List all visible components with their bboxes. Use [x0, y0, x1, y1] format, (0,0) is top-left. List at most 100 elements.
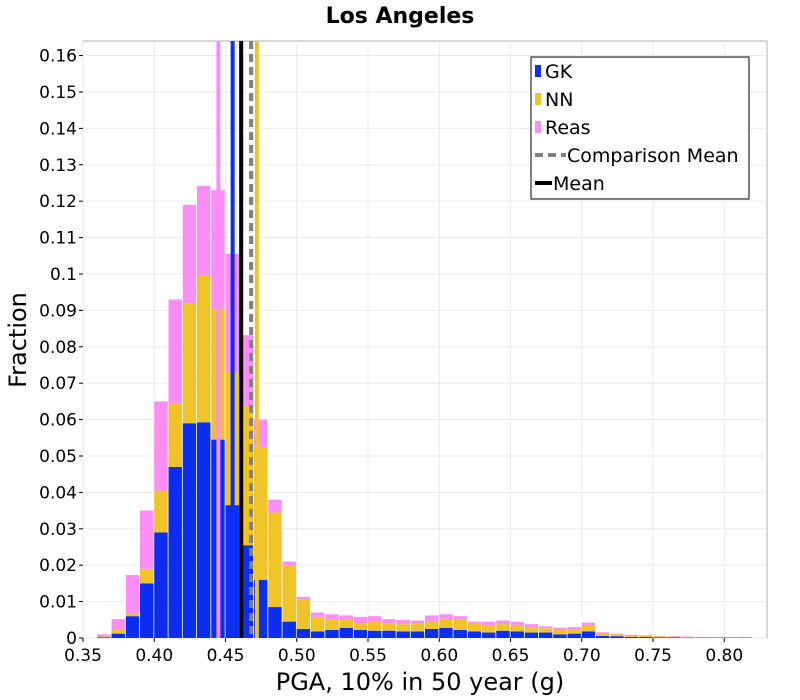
bar-reas: [296, 596, 311, 600]
bar-reas: [197, 185, 211, 276]
y-tick-label: 0.1: [50, 265, 77, 285]
bar-nn: [539, 628, 553, 633]
bar-reas: [524, 624, 539, 628]
bar-reas: [182, 204, 197, 304]
legend-label-nn: NN: [545, 89, 573, 111]
bar-gk: [140, 583, 154, 638]
bar-gk: [539, 632, 553, 638]
x-tick-label: 0.50: [278, 646, 316, 666]
y-tick-label: 0.09: [39, 301, 77, 321]
legend-label-comparison-mean: Comparison Mean: [567, 145, 739, 167]
bar-nn: [125, 613, 140, 617]
bar-reas: [610, 633, 624, 635]
y-tick-label: 0.01: [39, 593, 77, 613]
bar-gk: [624, 636, 638, 638]
bar-gk: [439, 627, 453, 638]
bar-reas: [268, 499, 282, 513]
y-tick-label: 0.11: [39, 229, 77, 249]
bar-reas: [638, 635, 653, 636]
legend-box: [530, 56, 750, 200]
bar-nn: [140, 568, 154, 584]
bar-nn: [396, 624, 410, 632]
bar-nn: [154, 490, 168, 533]
bar-reas: [339, 615, 353, 620]
x-tick-label: 0.35: [64, 646, 102, 666]
bar-nn: [524, 627, 539, 633]
bar-nn: [111, 629, 125, 634]
y-tick-label: 0.15: [39, 83, 77, 103]
bar-reas: [453, 616, 467, 620]
bar-nn: [510, 624, 524, 632]
y-axis-label: Fraction: [4, 292, 32, 388]
chart-title: Los Angeles: [326, 4, 475, 29]
y-tick-label: 0.14: [39, 119, 77, 139]
bar-nn: [282, 565, 296, 622]
bar-gk: [667, 637, 681, 638]
bar-gk: [581, 631, 596, 638]
bar-reas: [425, 615, 439, 621]
bar-nn: [581, 624, 596, 632]
bar-gk: [653, 637, 667, 638]
bar-nn: [653, 636, 667, 638]
y-tick-label: 0.08: [39, 338, 77, 358]
bar-nn: [453, 619, 467, 630]
bar-reas: [467, 621, 482, 624]
bar-nn: [311, 616, 325, 632]
bar-gk: [396, 631, 410, 638]
bar-nn: [496, 624, 510, 631]
bar-gk: [197, 422, 211, 638]
bar-gk: [182, 423, 197, 638]
bar-nn: [296, 599, 311, 629]
bar-gk: [453, 629, 467, 638]
bar-reas: [311, 612, 325, 617]
x-axis: 0.35 0.40 0.45 0.50 0.55 0.60 0.65 0.70 0.75 0.80: [64, 638, 743, 666]
bars: [97, 185, 752, 638]
bar-reas: [140, 510, 154, 569]
y-tick-label: 0.13: [39, 156, 77, 176]
bar-gk: [154, 532, 168, 638]
bar-gk: [410, 631, 425, 638]
y-tick-label: 0.04: [39, 483, 77, 503]
bar-gk: [168, 466, 182, 638]
bar-reas: [154, 401, 168, 491]
x-axis-label: PGA, 10% in 50 year (g): [276, 668, 565, 696]
y-tick-label: 0.02: [39, 556, 77, 576]
y-tick-label: 0.16: [39, 47, 77, 67]
bar-gk: [482, 632, 496, 638]
bar-nn: [168, 403, 182, 467]
bar-gk: [339, 627, 353, 638]
bar-gk: [638, 636, 653, 638]
bar-gk: [553, 634, 567, 638]
bar-gk: [325, 629, 339, 638]
bar-gk: [296, 628, 311, 638]
mean-lines: [216, 41, 259, 638]
y-tick-label: 0.12: [39, 192, 77, 212]
bar-nn: [368, 621, 382, 631]
bar-gk: [596, 635, 610, 638]
bar-nn: [339, 619, 353, 628]
bar-gk: [111, 633, 125, 638]
x-tick-label: 0.70: [563, 646, 601, 666]
legend-swatch-nn: [535, 93, 541, 105]
bar-gk: [268, 607, 282, 638]
bar-nn: [610, 634, 624, 637]
bar-nn: [596, 632, 610, 636]
bar-reas: [553, 627, 567, 630]
bar-nn: [353, 623, 368, 630]
bar-reas: [396, 619, 410, 625]
bar-reas: [111, 619, 125, 630]
x-tick-label: 0.60: [420, 646, 458, 666]
bar-nn: [482, 625, 496, 633]
bar-gk: [382, 630, 396, 638]
bar-gk: [467, 631, 482, 638]
y-tick-label: 0.05: [39, 447, 77, 467]
legend: GK NN Reas Comparison Mean Mean: [530, 56, 750, 200]
bar-reas: [539, 626, 553, 629]
bar-gk: [510, 631, 524, 638]
bar-reas: [353, 616, 368, 624]
bar-nn: [325, 619, 339, 630]
bar-gk: [610, 636, 624, 638]
bar-gk: [567, 633, 581, 638]
bar-gk: [353, 629, 368, 638]
